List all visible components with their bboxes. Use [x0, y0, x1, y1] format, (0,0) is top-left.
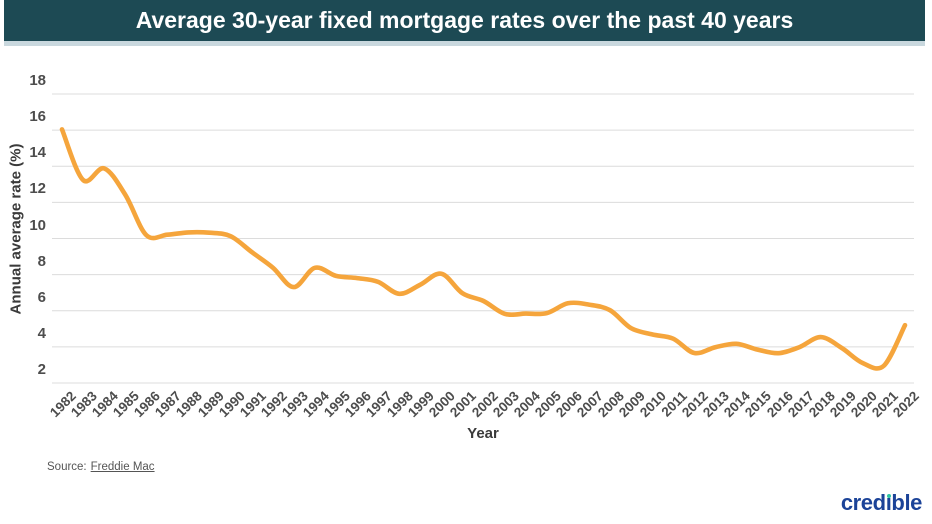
source-link[interactable]: Freddie Mac [90, 461, 155, 473]
y-tick-label: 18 [29, 72, 46, 89]
logo-i-stem: ı [885, 490, 892, 515]
y-tick-label: 16 [29, 108, 46, 126]
logo-text: cred [840, 490, 886, 515]
source-note: Source: Freddie Mac [47, 461, 155, 473]
chart-title-bar: Average 30-year fixed mortgage rates ove… [4, 0, 925, 41]
rate-line [59, 127, 908, 371]
y-tick-label: 6 [37, 288, 46, 306]
y-tick-label: 14 [29, 144, 46, 162]
y-tick-label: 4 [37, 324, 46, 342]
logo-i-dot-icon [886, 493, 892, 499]
y-tick-label: 10 [29, 216, 46, 234]
credible-logo: credı ble [840, 490, 923, 515]
x-axis-title: Year [467, 425, 499, 442]
y-tick-label: 12 [29, 180, 46, 198]
chart-title: Average 30-year fixed mortgage rates ove… [135, 7, 794, 33]
title-bar-accent-strip [4, 41, 925, 46]
y-axis-title: Annual average rate (%) [7, 143, 25, 315]
source-prefix: Source: [47, 461, 87, 473]
logo-text: ble [891, 490, 922, 515]
y-tick-label: 2 [37, 361, 46, 378]
y-tick-label: 8 [37, 252, 46, 270]
